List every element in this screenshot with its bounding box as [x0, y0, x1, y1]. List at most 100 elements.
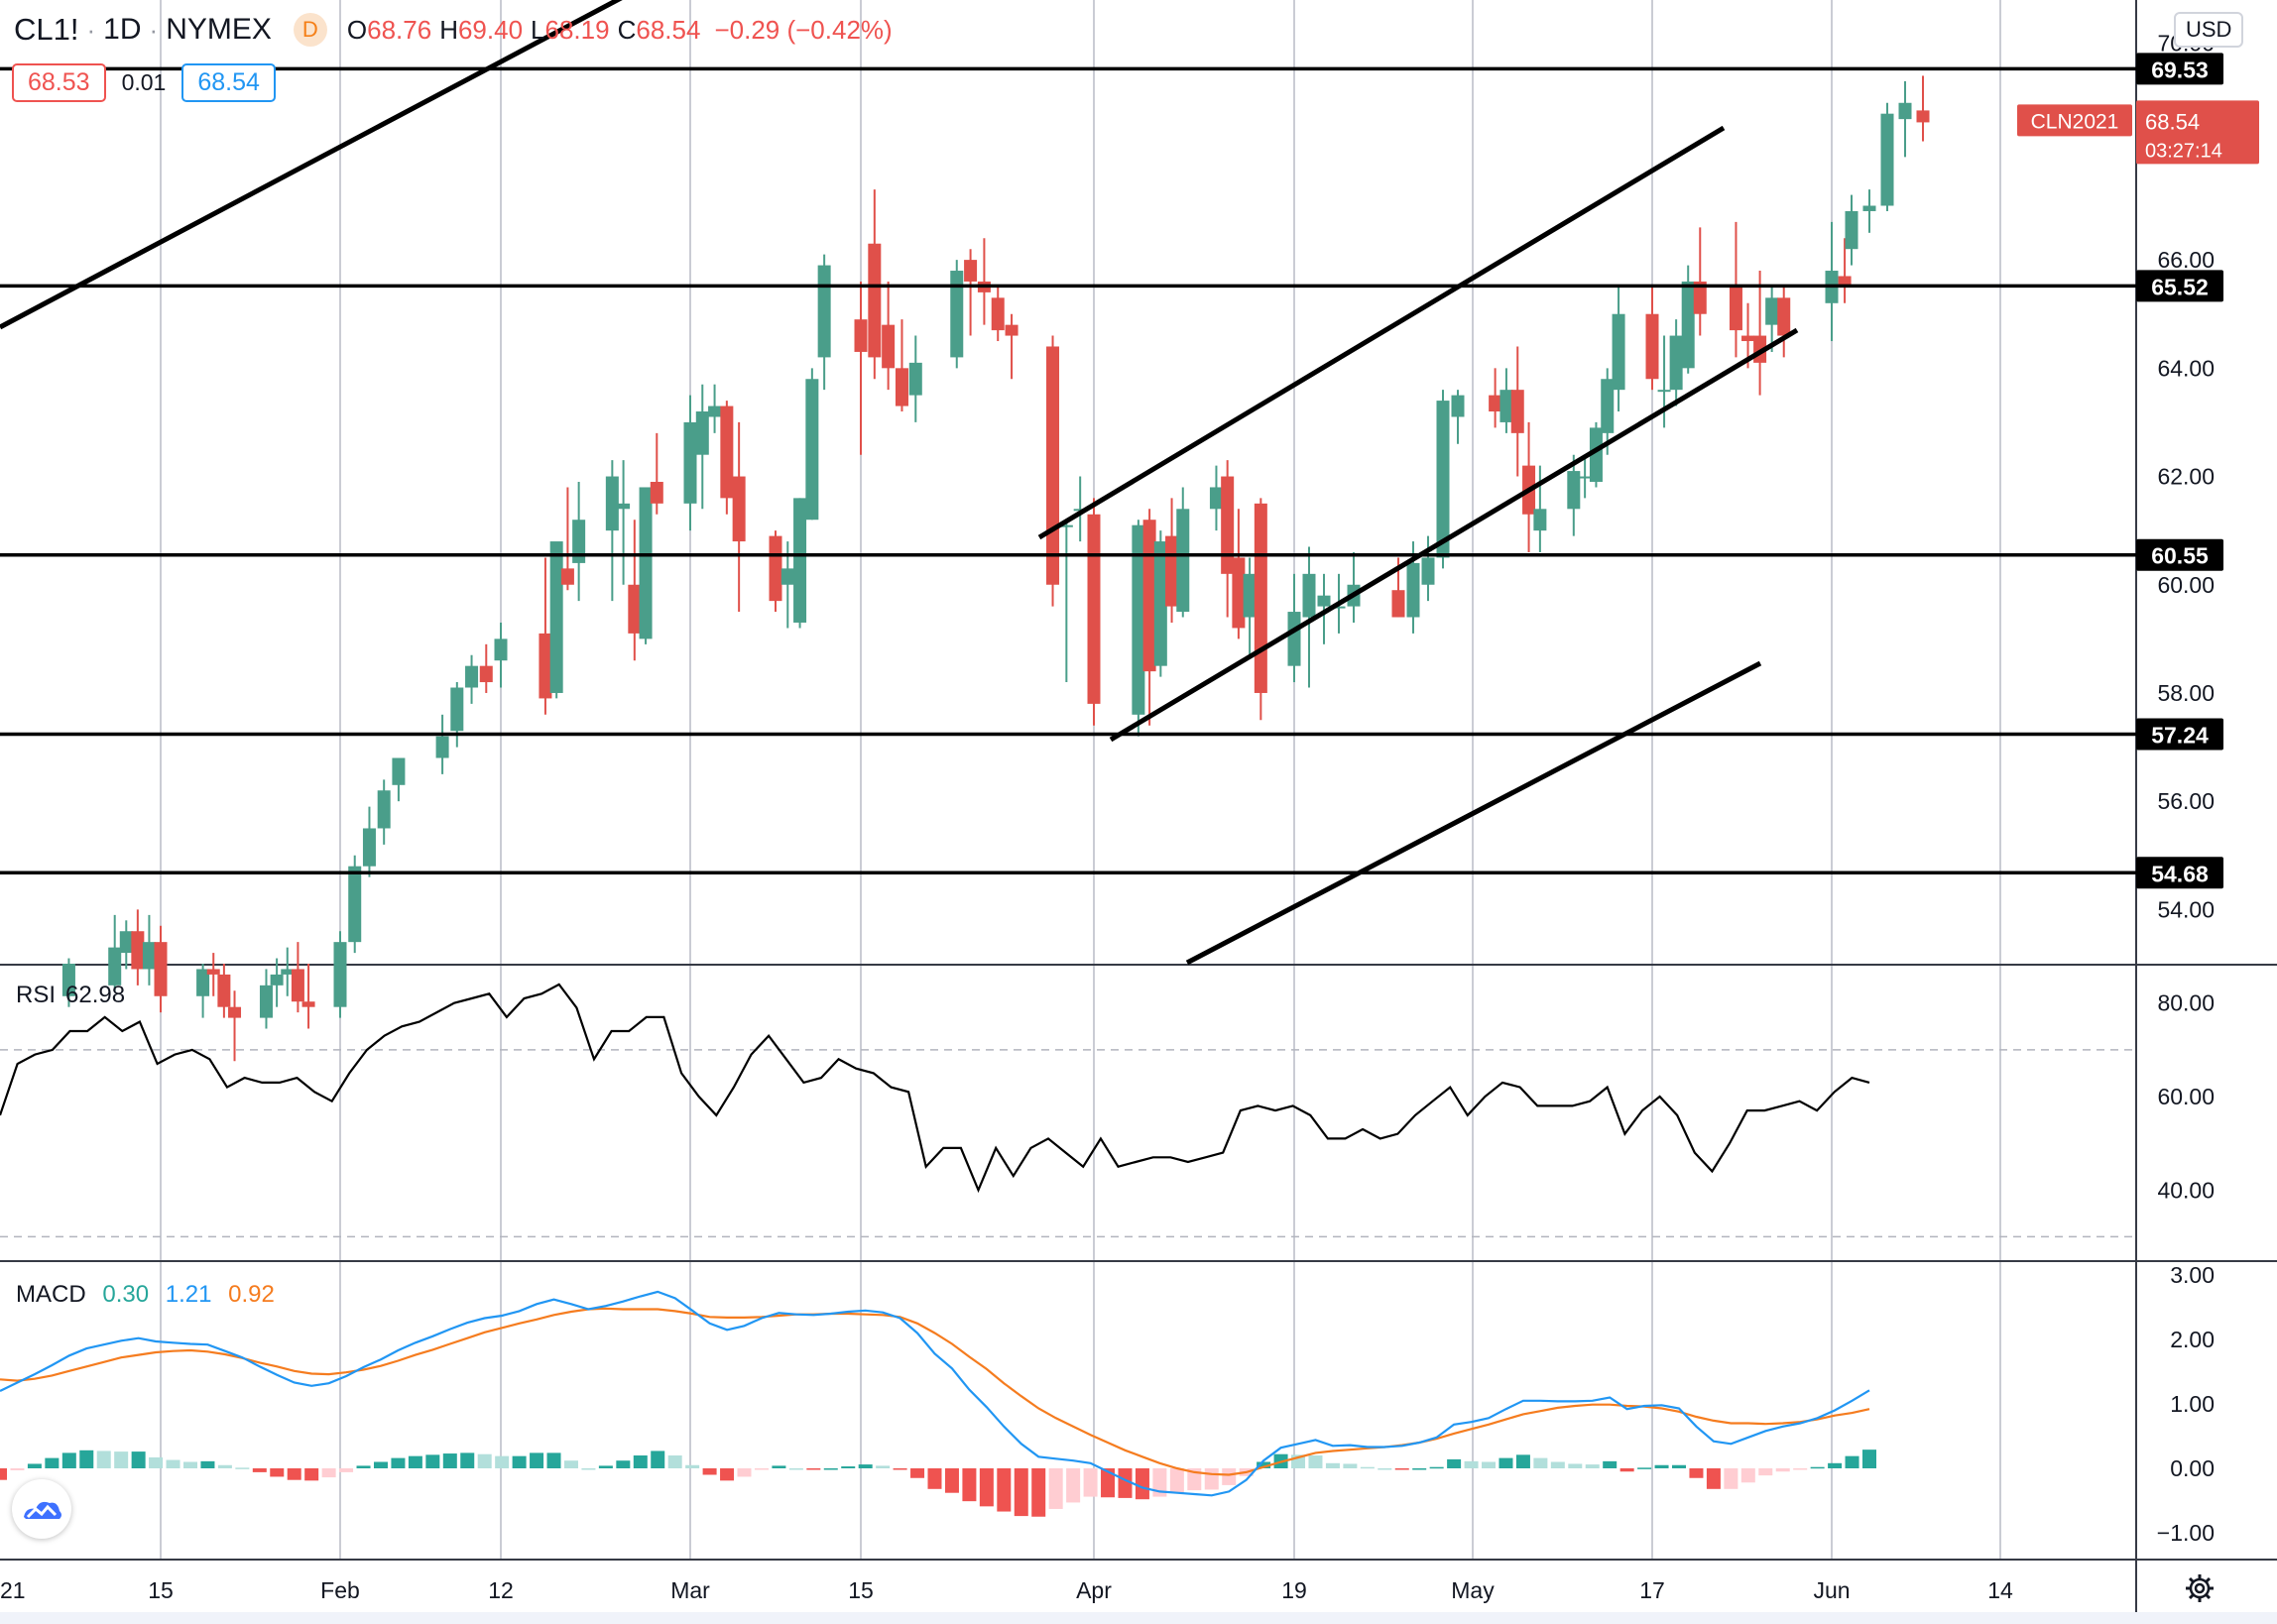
macd-histogram-bar	[581, 1468, 596, 1470]
candle-body	[617, 503, 631, 510]
horizontal-levels[interactable]	[0, 66, 2136, 875]
macd-histogram-bar	[425, 1454, 440, 1468]
bar-countdown-text: 03:27:14	[2145, 140, 2222, 162]
level-price-tag	[2136, 538, 2223, 571]
rsi-legend[interactable]: RSI 62.98	[16, 982, 125, 1009]
macd-histogram-bar	[1464, 1460, 1479, 1468]
symbol-name[interactable]: CL1!	[14, 12, 79, 47]
rsi-value: 62.98	[65, 982, 126, 1008]
delayed-data-badge[interactable]: D	[293, 13, 327, 47]
candle-body	[1510, 390, 1524, 433]
price-axis-tick-label: 56.00	[2157, 788, 2215, 814]
macd-histogram-bar	[1204, 1468, 1219, 1490]
macd-histogram-bar	[149, 1456, 164, 1468]
candle-body	[1132, 524, 1145, 715]
open-value: 68.76	[367, 14, 432, 45]
macd-histogram-bar	[408, 1455, 422, 1468]
macd-histogram-bar	[1810, 1466, 1825, 1469]
macd-histogram-bar	[321, 1468, 336, 1478]
candle-body	[868, 243, 882, 358]
trend-lines[interactable]	[0, 0, 1799, 966]
macd-histogram-bar	[1793, 1468, 1808, 1470]
macd-line	[0, 1290, 1870, 1497]
macd-histogram-bar	[391, 1457, 406, 1468]
candle-body	[1221, 476, 1235, 574]
currency-button[interactable]: USD	[2174, 12, 2244, 48]
trend-line-upper-left[interactable]	[0, 0, 625, 330]
candle-body	[950, 271, 964, 358]
header-separator: ·	[149, 14, 159, 45]
macd-histogram-bar	[1637, 1467, 1652, 1469]
price-axis-tick-label: 62.00	[2157, 464, 2215, 490]
price-axis-tags: 69.53 65.52 60.55 57.24 54.68 68.54 03:27:14 CL…	[2017, 53, 2259, 889]
level-price-tag	[2136, 270, 2223, 302]
macd-histogram-bar	[720, 1468, 735, 1481]
macd-histogram-bar	[512, 1455, 527, 1468]
candle-body	[348, 866, 362, 943]
candle-body	[560, 568, 574, 585]
macd-histogram-bar	[1568, 1463, 1583, 1468]
candle-body	[377, 790, 391, 829]
candle-body	[1862, 205, 1876, 211]
macd-histogram-bar	[1689, 1468, 1704, 1478]
candle-body	[362, 828, 376, 867]
macd-histogram-bar	[373, 1461, 388, 1468]
candle-body	[1451, 395, 1465, 417]
rsi-title: RSI	[16, 982, 57, 1008]
candle-body	[108, 947, 122, 986]
macd-line-value: 1.21	[165, 1281, 212, 1308]
settings-gear-icon[interactable]	[2184, 1572, 2216, 1604]
level-price-tag	[2136, 718, 2223, 751]
macd-histogram-bar	[876, 1465, 891, 1468]
candle-body	[1729, 287, 1742, 331]
candle-body	[435, 736, 449, 758]
macd-histogram-bar	[477, 1453, 492, 1468]
x-axis-tick-label: 14	[1987, 1577, 2013, 1603]
macd-histogram-bar	[823, 1468, 838, 1470]
candle-body	[61, 964, 75, 996]
trend-line-channel-lower[interactable]	[1109, 327, 1799, 743]
macd-histogram-bar	[806, 1468, 821, 1470]
candle-body	[1669, 335, 1683, 391]
ask-button[interactable]: 68.54	[181, 63, 276, 102]
macd-histogram-bar	[1828, 1462, 1843, 1468]
trend-line-channel-upper[interactable]	[1037, 125, 1726, 540]
candle-body	[720, 406, 734, 499]
high-value: 69.40	[457, 14, 524, 45]
macd-histogram-bar	[356, 1465, 371, 1468]
candle-body	[1693, 281, 1707, 314]
x-axis-tick-label: Apr	[1076, 1577, 1112, 1603]
candle-body	[650, 482, 663, 504]
candle-body	[131, 931, 145, 970]
macd-histogram-bar	[772, 1465, 786, 1468]
bid-button[interactable]: 68.53	[12, 63, 106, 102]
macd-legend[interactable]: MACD 0.30 1.21 0.92	[16, 1281, 275, 1309]
macd-histogram-bar	[1308, 1455, 1323, 1468]
candle-body	[270, 974, 284, 986]
macd-hist-value: 0.30	[102, 1281, 150, 1308]
candle-body	[196, 969, 210, 996]
macd-title: MACD	[16, 1281, 86, 1308]
candle-body	[1838, 276, 1852, 288]
macd-histogram-bar	[270, 1468, 285, 1477]
level-price-tag-text: 60.55	[2151, 543, 2209, 569]
candle-body	[805, 379, 819, 521]
candle-body	[1317, 595, 1331, 607]
macd-histogram-bar	[633, 1455, 648, 1468]
candle-body	[1059, 524, 1073, 527]
macd-histogram-bar	[1429, 1466, 1444, 1469]
x-axis-tick-label: 15	[148, 1577, 174, 1603]
macd-histogram-bar	[1343, 1463, 1358, 1468]
candle-body	[1436, 401, 1450, 558]
candle-body	[1489, 395, 1502, 412]
candle-body	[572, 520, 586, 563]
trend-line-channel-parallel[interactable]	[1185, 660, 1762, 966]
candle-body	[1567, 471, 1581, 510]
macd-histogram-bar	[1048, 1468, 1063, 1509]
interval-label[interactable]: 1D	[103, 13, 142, 46]
candle-body	[1880, 113, 1894, 206]
tradingview-logo-icon[interactable]	[12, 1479, 71, 1539]
macd-histogram-bar	[1187, 1468, 1202, 1491]
